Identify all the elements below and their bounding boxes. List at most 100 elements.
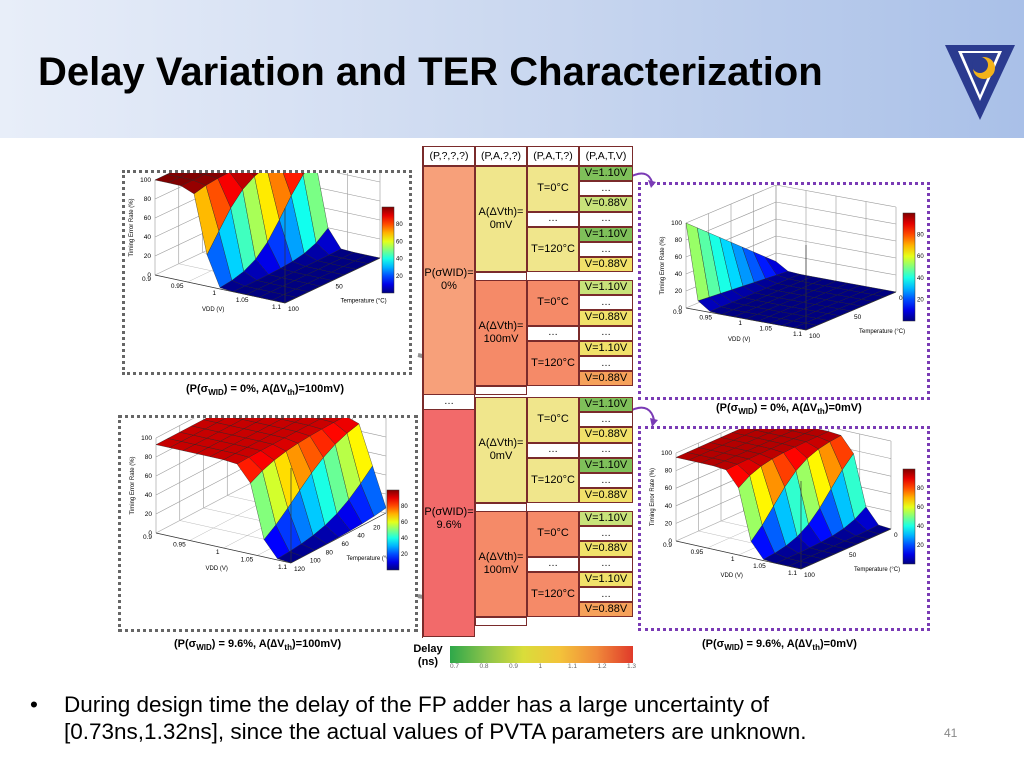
v-cell: V=0.88V <box>579 541 633 557</box>
p-cell: P(σWID)= 9.6% <box>423 401 475 638</box>
vdd-axis-label: VDD (V) <box>721 573 743 579</box>
ellipsis-cell: … <box>527 211 579 227</box>
colorbar-tick-label: 80 <box>396 222 403 228</box>
a-cell: A(ΔVth)= 100mV <box>475 511 527 618</box>
z-tick-label: 100 <box>661 450 672 457</box>
v-cell: V=1.10V <box>579 457 633 473</box>
t-cell: T=120°C <box>527 226 579 273</box>
t-cell: T=0°C <box>527 511 579 557</box>
colorbar-tick-label: 40 <box>917 276 924 282</box>
title-banner: Delay Variation and TER Characterization <box>0 0 1024 138</box>
plot-frame-bottom-left <box>118 415 418 632</box>
colorbar-tick-label: 0.7 <box>450 663 460 670</box>
ellipsis-cell: … <box>527 442 579 458</box>
v-cell: V=1.10V <box>579 511 633 527</box>
v-cell: V=1.10V <box>579 166 633 182</box>
colorbar-tick-label: 60 <box>401 520 408 526</box>
z-tick-label: 100 <box>141 435 152 442</box>
v-cell: … <box>579 587 633 603</box>
temperature-axis-label: Temperature (°C) <box>347 556 393 562</box>
vdd-tick-label: 0.95 <box>171 283 184 290</box>
v-cell: V=0.88V <box>579 427 633 443</box>
vdd-tick-label: 1 <box>731 556 735 563</box>
v-cell: … <box>579 356 633 372</box>
temperature-tick-label: 50 <box>849 552 857 559</box>
colorbar-tick-label: 40 <box>917 524 924 530</box>
slide-title: Delay Variation and TER Characterization <box>38 50 823 94</box>
z-tick-label: 100 <box>671 220 682 227</box>
pvta-table: (P,?,?,?) (P,A,?,?) (P,A,T,?) (P,A,T,V) P(σW… <box>422 146 633 638</box>
caption-bottom-left: (P(σWID) = 9.6%, A(∆Vth)=100mV) <box>174 638 342 653</box>
plot-frame-bottom-right <box>638 426 930 631</box>
vdd-tick-label: 1.05 <box>759 326 772 333</box>
v-cell: V=0.88V <box>579 602 633 618</box>
v-cell: … <box>579 556 633 572</box>
colorbar-tick-label: 80 <box>401 504 408 510</box>
vdd-tick-label: 1.1 <box>272 304 281 311</box>
colorbar-tick-label: 1.1 <box>568 663 578 670</box>
z-tick-label: 20 <box>665 520 673 527</box>
vdd-tick-label: 1.05 <box>241 557 254 564</box>
v-cell: … <box>579 295 633 311</box>
z-tick-label: 60 <box>144 215 152 222</box>
colorbar-tick-label: 1.2 <box>597 663 607 670</box>
z-tick-label: 40 <box>665 503 673 510</box>
ter-surface-plot-top-right: 0 20 40 60 80 100 0.9 0.95 1 1.05 1.1 100 50 0 Timing … <box>641 184 927 397</box>
z-axis-label: Timing Error Rate (%) <box>129 198 135 256</box>
z-tick-label: 60 <box>145 473 153 480</box>
z-tick-label: 100 <box>140 177 151 184</box>
colorbar-tick-label: 40 <box>396 257 403 263</box>
caption-top-left: (P(σWID) = 0%, A(∆Vth)=100mV) <box>186 383 345 398</box>
z-tick-label: 80 <box>665 468 673 475</box>
z-tick-label: 0 <box>668 538 672 545</box>
a-cell: A(ΔVth)= 0mV <box>475 397 527 504</box>
temperature-axis-label: Temperature (°C) <box>341 299 387 305</box>
v-cell: V=0.88V <box>579 257 633 273</box>
colorbar-tick-label: 20 <box>917 297 924 303</box>
surface-patch <box>764 256 789 276</box>
vdd-tick-label: 1 <box>738 320 742 327</box>
vdd-tick-label: 1.05 <box>236 297 249 304</box>
temperature-tick-label: 60 <box>342 541 350 548</box>
colorbar-tick-label: 0.9 <box>509 663 519 670</box>
ter-colorbar <box>386 489 400 571</box>
colorbar-tick-label: 60 <box>917 505 924 511</box>
z-tick-label: 40 <box>145 492 153 499</box>
z-tick-label: 0 <box>148 530 152 537</box>
delay-label: Delay (ns) <box>413 643 443 668</box>
v-cell: V=0.88V <box>579 196 633 212</box>
page-number: 41 <box>944 726 958 740</box>
z-tick-label: 80 <box>145 454 153 461</box>
v-cell: V=0.88V <box>579 371 633 387</box>
bullet-text: During design time the delay of the FP a… <box>64 692 807 745</box>
temperature-tick-label: 0 <box>899 295 903 302</box>
temperature-tick-label: 100 <box>809 333 820 340</box>
vdd-axis-label: VDD (V) <box>206 566 228 572</box>
ter-surface-plot-bottom-left: 0 20 40 60 80 100 0.9 0.95 1 1.05 1.1 120 100 80 60 40 2… <box>121 387 415 629</box>
t-cell: T=120°C <box>527 340 579 387</box>
vdd-tick-label: 0.9 <box>673 309 682 316</box>
vdd-tick-label: 1 <box>212 290 216 297</box>
z-tick-label: 40 <box>144 234 152 241</box>
z-tick-label: 80 <box>675 237 683 244</box>
vdd-tick-label: 0.9 <box>142 276 151 283</box>
temperature-axis-label: Temperature (°C) <box>859 329 905 335</box>
z-tick-label: 60 <box>675 254 683 261</box>
v-cell: … <box>579 526 633 542</box>
temperature-tick-label: 20 <box>373 524 381 531</box>
ter-surface-plot-top-left: 0204060801000.90.9511.051.1100500Timing … <box>125 134 409 372</box>
ellipsis-cell: … <box>527 556 579 572</box>
vdd-tick-label: 1.05 <box>753 563 766 570</box>
v-cell: … <box>579 181 633 197</box>
v-cell: V=1.10V <box>579 226 633 242</box>
vdd-tick-label: 1.1 <box>793 331 802 338</box>
colorbar-tick-label: 1.3 <box>627 663 637 670</box>
table-header: (P,?,?,?) <box>423 146 475 166</box>
temperature-tick-label: 100 <box>310 558 321 565</box>
temperature-tick-label: 50 <box>854 314 862 321</box>
university-logo-icon <box>945 45 1015 120</box>
separator-cell <box>475 617 527 626</box>
a-cell: A(ΔVth)= 0mV <box>475 166 527 273</box>
v-cell: V=0.88V <box>579 310 633 326</box>
v-cell: … <box>579 211 633 227</box>
